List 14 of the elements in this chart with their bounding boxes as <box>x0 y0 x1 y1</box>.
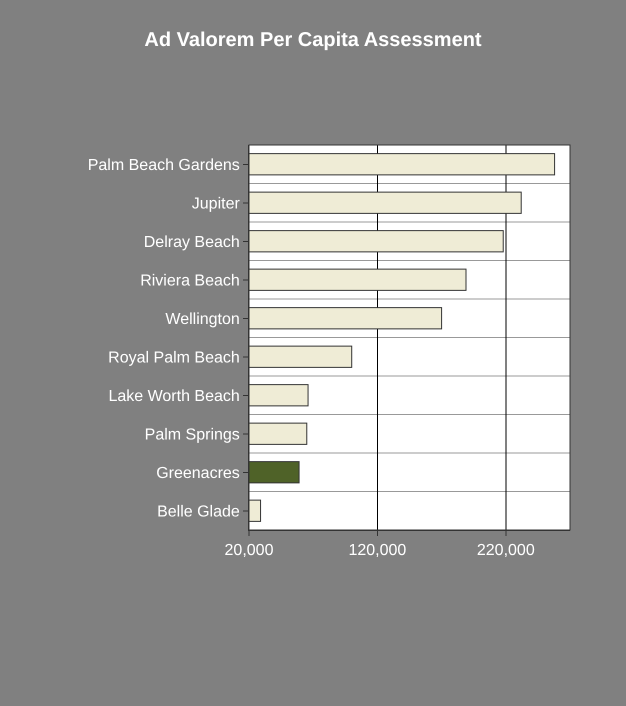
y-tick-label: Riviera Beach <box>140 272 240 290</box>
y-tick-label: Palm Beach Gardens <box>88 156 240 174</box>
x-tick-label: 220,000 <box>476 542 535 560</box>
x-tick-label: 120,000 <box>348 542 406 560</box>
y-tick-label: Greenacres <box>156 464 240 482</box>
y-tick-label: Royal Palm Beach <box>108 349 240 366</box>
y-tick-label: Jupiter <box>192 195 240 212</box>
y-tick-label: Belle Glade <box>157 503 240 520</box>
y-tick-label: Lake Worth Beach <box>108 388 240 405</box>
chart-title: Ad Valorem Per Capita Assessment <box>144 28 482 51</box>
y-tick-label: Delray Beach <box>144 234 240 251</box>
y-tick-label: Palm Springs <box>144 426 240 444</box>
y-tick-label: Wellington <box>165 310 240 328</box>
x-tick-label: 20,000 <box>224 542 274 560</box>
